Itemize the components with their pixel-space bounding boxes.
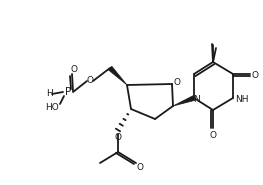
Text: NH: NH <box>235 95 249 103</box>
Text: H: H <box>45 88 52 97</box>
Text: O: O <box>210 130 216 139</box>
Text: O: O <box>251 70 259 80</box>
Polygon shape <box>173 96 195 106</box>
Text: O: O <box>87 75 94 85</box>
Text: O: O <box>174 78 180 87</box>
Text: O: O <box>70 65 78 73</box>
Text: N: N <box>193 95 199 103</box>
Text: O: O <box>136 162 144 171</box>
Polygon shape <box>108 66 127 85</box>
Text: P: P <box>65 87 71 97</box>
Text: HO: HO <box>45 102 59 112</box>
Text: O: O <box>114 132 122 142</box>
